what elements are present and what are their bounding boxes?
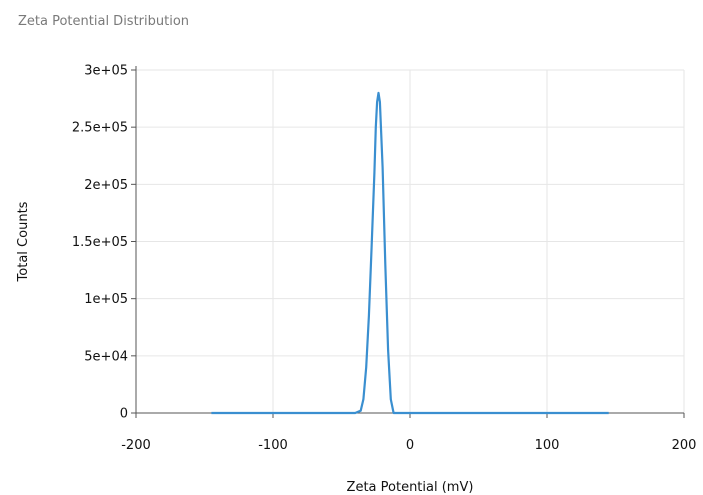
y-tick-label: 0 (120, 407, 128, 422)
x-tick-label: 100 (535, 438, 560, 453)
y-tick-label: 1e+05 (84, 292, 128, 307)
x-tick-label: -200 (121, 438, 151, 453)
y-tick-label: 1.5e+05 (72, 235, 128, 250)
x-tick-label: 0 (406, 438, 414, 453)
y-tick-label: 3e+05 (84, 64, 128, 79)
tick-labels: 0 5e+04 1e+05 1.5e+05 2e+05 2.5e+05 3e+05 -200 -… (72, 64, 697, 454)
y-axis-title: Total Counts (16, 201, 31, 282)
grid-lines (136, 69, 685, 413)
x-axis-title: Zeta Potential (mV) (347, 480, 474, 495)
series-layer (211, 91, 609, 415)
x-tick-label: 200 (672, 438, 697, 453)
x-tick-label: -100 (258, 438, 288, 453)
chart-title: Zeta Potential Distribution (18, 14, 190, 29)
y-tick-label: 2e+05 (84, 178, 128, 193)
y-tick-label: 2.5e+05 (72, 121, 128, 136)
series-line (211, 91, 609, 415)
y-tick-label: 5e+04 (84, 349, 128, 364)
